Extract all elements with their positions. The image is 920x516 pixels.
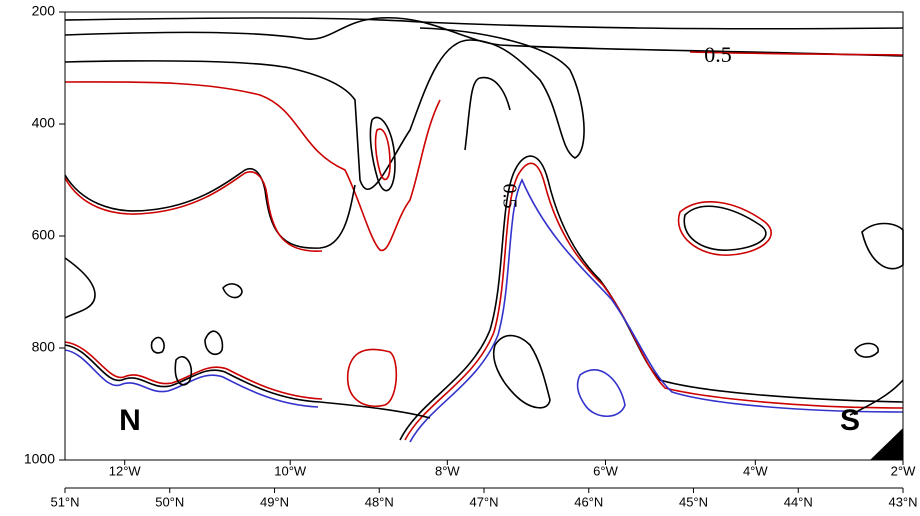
contour-line bbox=[689, 51, 904, 56]
contour-line bbox=[854, 222, 904, 358]
contour-line bbox=[374, 128, 391, 181]
x-tick-label: 49°N bbox=[260, 494, 289, 509]
y-tick-label: 200 bbox=[32, 3, 56, 19]
x-tick-label: 47°N bbox=[469, 494, 498, 509]
x-tick-label: 46°N bbox=[574, 494, 603, 509]
x-tick-label: 50°N bbox=[155, 494, 184, 509]
x-tick-label: 44°N bbox=[784, 494, 813, 509]
contour-line bbox=[683, 205, 767, 251]
y-tick-label: 600 bbox=[32, 227, 56, 243]
topography-mask bbox=[870, 428, 903, 460]
contour-line bbox=[399, 155, 904, 441]
contour-line bbox=[64, 349, 319, 408]
contour-line bbox=[64, 171, 323, 252]
contour-line bbox=[64, 341, 323, 400]
y-tick-label: 800 bbox=[32, 339, 56, 355]
y-tick-label: 1000 bbox=[24, 451, 55, 467]
contour-line bbox=[64, 81, 441, 252]
contour-line bbox=[150, 330, 224, 386]
plot-frame bbox=[64, 11, 904, 461]
contour-line bbox=[576, 369, 626, 418]
x-tick-label: 6°W bbox=[593, 463, 618, 478]
annotation: N bbox=[119, 404, 141, 437]
contour-line bbox=[64, 168, 356, 249]
contour-line bbox=[64, 17, 904, 30]
contour-line bbox=[64, 344, 431, 419]
annotation: S bbox=[840, 404, 860, 437]
x-tick-label: 2°W bbox=[891, 463, 916, 478]
annotation: 0.5 bbox=[498, 184, 520, 209]
contour-line bbox=[677, 201, 772, 256]
x-tick-label: 12°W bbox=[109, 463, 142, 478]
annotation: 0.5 bbox=[704, 42, 732, 67]
contour-line bbox=[464, 76, 511, 151]
contour-line bbox=[222, 283, 243, 299]
contour-line bbox=[493, 334, 551, 409]
contour-line bbox=[404, 162, 904, 441]
x-tick-label: 4°W bbox=[743, 463, 768, 478]
x-tick-label: 51°N bbox=[50, 494, 79, 509]
x-tick-label: 10°W bbox=[274, 463, 307, 478]
contour-line bbox=[849, 379, 904, 416]
y-tick-label: 400 bbox=[32, 115, 56, 131]
x-tick-label: 45°N bbox=[679, 494, 708, 509]
x-tick-label: 43°N bbox=[888, 494, 917, 509]
x-tick-label: 8°W bbox=[435, 463, 460, 478]
contour-line bbox=[64, 257, 96, 319]
x-tick-label: 48°N bbox=[365, 494, 394, 509]
contour-line bbox=[369, 116, 396, 192]
contours bbox=[64, 17, 904, 460]
contour-line bbox=[347, 348, 398, 407]
contour-line bbox=[64, 17, 904, 57]
contour-line bbox=[409, 178, 904, 443]
contour-line bbox=[64, 27, 585, 190]
